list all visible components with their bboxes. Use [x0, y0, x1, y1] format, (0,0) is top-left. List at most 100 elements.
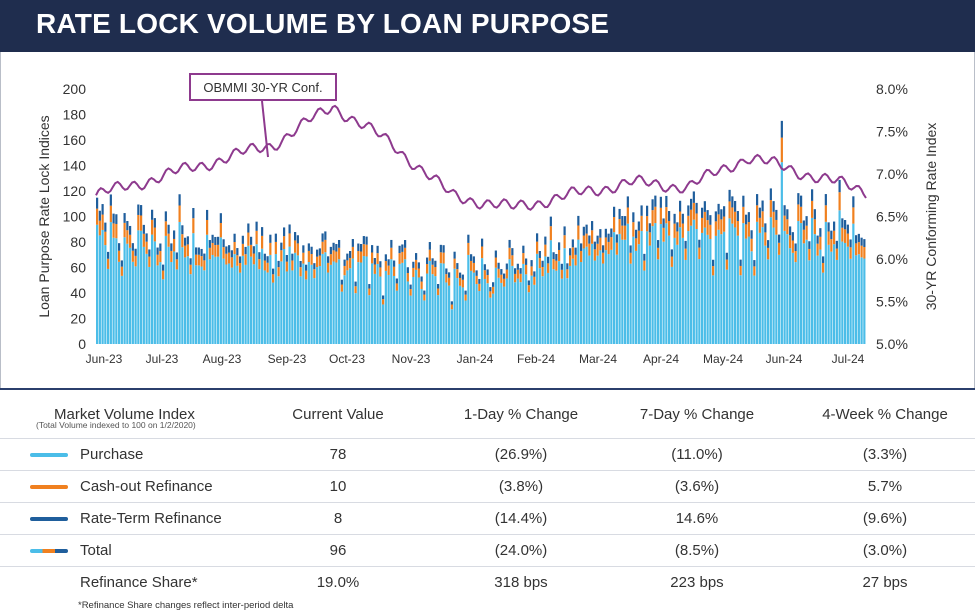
purchase-bar	[426, 273, 429, 344]
purchase-bar	[833, 244, 836, 344]
total-current: 96	[329, 542, 347, 559]
market-volume-table: Market Volume Index Current Value 1-Day …	[0, 390, 975, 615]
purchase-bar	[811, 217, 814, 344]
y2-tick-label: 7.0%	[876, 166, 908, 182]
purchase-bar	[258, 269, 261, 344]
rateterm-bar	[310, 246, 313, 255]
cashout-bar	[459, 277, 462, 286]
purchase-bar	[687, 231, 690, 344]
cashout-bar	[390, 247, 393, 260]
cashout-bar	[307, 250, 310, 263]
purchase-bar	[305, 279, 308, 344]
rateterm-bar	[112, 213, 115, 224]
cashout-bar	[486, 275, 489, 284]
rateterm-bar	[618, 208, 621, 220]
y2-axis-title: 30-YR Conforming Rate Index	[923, 123, 939, 311]
cashout-bar	[283, 236, 286, 249]
cashout-bar	[332, 250, 335, 262]
cashout-bar	[472, 262, 475, 273]
cashout-bar	[822, 262, 825, 273]
cashout-bar	[514, 273, 517, 283]
purchase-4week: (3.3%)	[862, 446, 908, 463]
purchase-bar	[794, 262, 797, 344]
rateterm-bar	[401, 244, 404, 252]
cashout-bar	[387, 265, 390, 275]
cashout-bar	[258, 259, 261, 270]
rateterm-bar	[541, 260, 544, 268]
rateterm-bar	[142, 224, 145, 234]
rateterm-bar	[307, 243, 310, 251]
cashout-bar	[745, 224, 748, 239]
cashout-bar	[841, 227, 844, 242]
cashout-bar	[475, 275, 478, 284]
rateterm-bar	[563, 226, 566, 236]
purchase-bar	[291, 270, 294, 344]
cashout-bar	[109, 205, 112, 223]
cashout-bar	[772, 211, 775, 228]
cashout-bar	[827, 231, 830, 245]
cashout-bar	[123, 222, 126, 238]
rateterm-bar	[376, 245, 379, 254]
purchase-bar	[261, 248, 264, 344]
cashout-bar	[662, 227, 665, 242]
purchase-bar	[670, 266, 673, 344]
cashout-bar	[360, 251, 363, 263]
cashout-bar	[758, 217, 761, 233]
purchase-bar	[668, 235, 671, 344]
purchase-bar	[456, 278, 459, 344]
cashout-bar	[175, 259, 178, 270]
cashout-bar	[357, 251, 360, 263]
purchase-bar	[313, 278, 316, 344]
y2-tick-label: 7.5%	[876, 124, 908, 140]
rateterm-7day: 14.6%	[675, 510, 719, 527]
cashout-bar	[624, 225, 627, 240]
cashout-bar	[434, 266, 437, 277]
y2-tick-label: 5.0%	[876, 336, 908, 352]
purchase-bar	[775, 234, 778, 344]
purchase-bar	[767, 259, 770, 344]
rateterm-bar	[393, 260, 396, 267]
cashout-bar	[629, 252, 632, 264]
cashout-bar	[217, 244, 220, 257]
cashout-bar	[794, 251, 797, 263]
rateterm-bar	[574, 247, 577, 255]
rateterm-bar	[533, 271, 536, 277]
purchase-bar	[563, 248, 566, 344]
rateterm-bar	[643, 253, 646, 261]
rateterm-bar	[123, 213, 126, 223]
rateterm-bar	[228, 245, 231, 253]
cashout-bar	[651, 210, 654, 227]
header-4week-change: 4-Week % Change	[822, 406, 948, 423]
cashout-bar	[115, 223, 118, 239]
rateterm-4week: (9.6%)	[862, 510, 908, 527]
rateterm-bar	[676, 222, 679, 232]
rateterm-bar	[109, 194, 112, 206]
cashout-bar	[698, 247, 701, 260]
cashout-bar	[742, 206, 745, 224]
purchase-bar	[280, 261, 283, 344]
cashout-bar	[318, 255, 321, 267]
rateterm-bar	[849, 239, 852, 248]
purchase-bar	[269, 254, 272, 344]
rateterm-bar	[739, 259, 742, 266]
purchase-bar	[731, 223, 734, 344]
cashout-bar	[255, 230, 258, 245]
y-tick-label: 160	[63, 132, 87, 148]
purchase-bar	[505, 278, 508, 344]
x-tick-label: Jul-23	[146, 352, 179, 366]
cashout-bar	[563, 235, 566, 249]
purchase-bar	[464, 300, 467, 344]
rateterm-bar	[764, 223, 767, 233]
rateterm-bar	[640, 205, 643, 216]
header-1day-change: 1-Day % Change	[463, 406, 579, 423]
rateterm-bar	[302, 245, 305, 253]
cashout-bar	[574, 254, 577, 266]
rateterm-bar	[426, 257, 429, 265]
purchase-bar	[131, 261, 134, 344]
cashout-bar	[709, 224, 712, 239]
cashout-bar	[151, 219, 154, 235]
purchase-bar	[112, 237, 115, 344]
purchase-7day: (11.0%)	[671, 446, 723, 463]
rateterm-bar	[156, 247, 159, 255]
x-tick-label: Mar-24	[579, 352, 617, 366]
